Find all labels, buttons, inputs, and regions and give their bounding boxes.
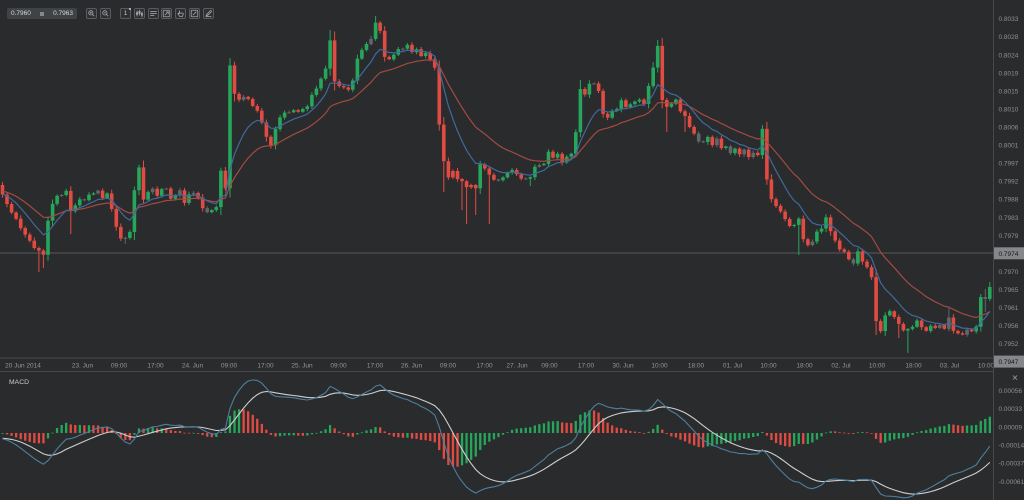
svg-text:03. Jul: 03. Jul — [940, 363, 960, 370]
svg-text:0.8001: 0.8001 — [999, 143, 1019, 150]
svg-text:18:00: 18:00 — [905, 363, 922, 370]
svg-text:0.8028: 0.8028 — [999, 34, 1019, 41]
svg-text:0.8015: 0.8015 — [999, 88, 1019, 95]
svg-text:09:00: 09:00 — [330, 363, 347, 370]
svg-text:23. Jun: 23. Jun — [72, 363, 94, 370]
svg-text:18:00: 18:00 — [688, 363, 705, 370]
svg-text:0.7979: 0.7979 — [999, 233, 1019, 240]
svg-text:17:00: 17:00 — [578, 363, 595, 370]
svg-text:09:00: 09:00 — [440, 363, 457, 370]
svg-text:09:00: 09:00 — [541, 363, 558, 370]
svg-text:0.7988: 0.7988 — [999, 197, 1019, 204]
svg-text:10:00: 10:00 — [869, 363, 886, 370]
svg-text:-0.00061: -0.00061 — [999, 479, 1024, 486]
svg-text:-0.00037: -0.00037 — [999, 460, 1024, 467]
svg-text:0.8024: 0.8024 — [999, 52, 1019, 59]
svg-text:0.7947: 0.7947 — [999, 359, 1019, 366]
svg-text:0.7956: 0.7956 — [999, 323, 1019, 330]
svg-text:26. Jun: 26. Jun — [401, 363, 423, 370]
svg-text:0.7974: 0.7974 — [999, 251, 1019, 258]
svg-text:0.7970: 0.7970 — [999, 269, 1019, 276]
svg-text:10:00: 10:00 — [651, 363, 668, 370]
svg-text:17:00: 17:00 — [476, 363, 493, 370]
svg-text:0.7992: 0.7992 — [999, 179, 1019, 186]
svg-text:09:00: 09:00 — [111, 363, 128, 370]
svg-text:25. Jun: 25. Jun — [291, 363, 313, 370]
svg-text:0.8006: 0.8006 — [999, 125, 1019, 132]
svg-text:0.7952: 0.7952 — [999, 341, 1019, 348]
svg-text:0.00009: 0.00009 — [999, 425, 1023, 432]
svg-text:17:00: 17:00 — [367, 363, 384, 370]
svg-text:0.00033: 0.00033 — [999, 406, 1023, 413]
svg-text:-0.00014: -0.00014 — [999, 442, 1024, 449]
svg-text:24. Jun: 24. Jun — [182, 363, 204, 370]
svg-text:17:00: 17:00 — [147, 363, 164, 370]
svg-text:01. Jul: 01. Jul — [723, 363, 743, 370]
svg-text:0.7961: 0.7961 — [999, 305, 1019, 312]
svg-text:02. Jul: 02. Jul — [831, 363, 851, 370]
svg-text:10:00: 10:00 — [760, 363, 777, 370]
svg-text:0.7965: 0.7965 — [999, 287, 1019, 294]
svg-text:0.7997: 0.7997 — [999, 161, 1019, 168]
svg-text:09:00: 09:00 — [221, 363, 238, 370]
svg-text:0.8033: 0.8033 — [999, 16, 1019, 23]
svg-text:0.8010: 0.8010 — [999, 107, 1019, 114]
svg-text:10:00: 10:00 — [978, 363, 995, 370]
svg-text:27. Jun: 27. Jun — [506, 363, 528, 370]
svg-text:18:00: 18:00 — [796, 363, 813, 370]
svg-text:0.00056: 0.00056 — [999, 388, 1023, 395]
svg-text:20 Jun 2014: 20 Jun 2014 — [5, 363, 41, 370]
svg-text:0.7983: 0.7983 — [999, 215, 1019, 222]
svg-text:MACD: MACD — [9, 379, 29, 386]
svg-text:17:00: 17:00 — [257, 363, 274, 370]
svg-text:30. Jun: 30. Jun — [612, 363, 634, 370]
svg-text:0.8019: 0.8019 — [999, 70, 1019, 77]
svg-text:✕: ✕ — [1012, 374, 1019, 383]
